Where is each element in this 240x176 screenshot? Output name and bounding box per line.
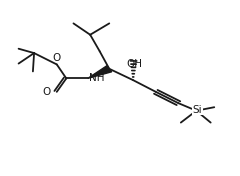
Text: O: O [42,87,51,97]
Text: NH: NH [89,73,104,83]
Text: OH: OH [127,59,143,69]
Text: Si: Si [193,105,202,115]
Text: O: O [52,53,60,63]
Polygon shape [88,66,112,78]
